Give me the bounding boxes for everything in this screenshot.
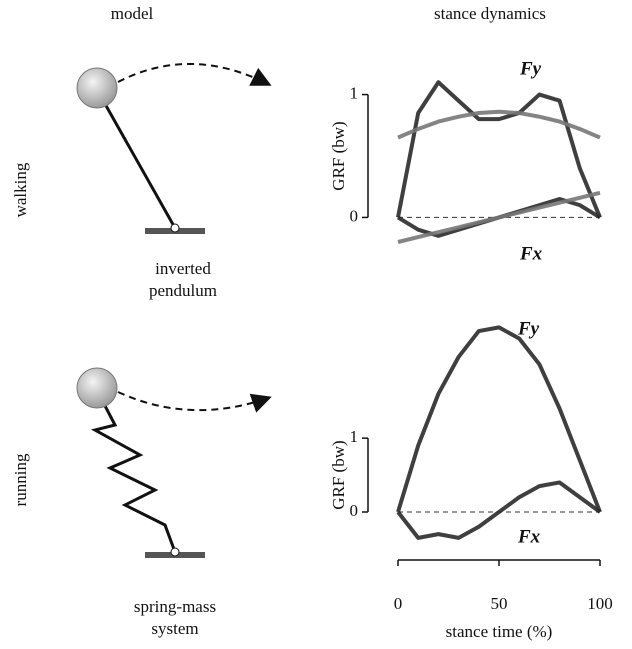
model-label: pendulum <box>149 281 217 300</box>
pendulum-diagram <box>76 63 272 234</box>
model-label: spring-mass <box>134 597 216 616</box>
model-label: system <box>151 619 198 638</box>
row-label: walking <box>11 162 30 217</box>
series-line <box>396 325 602 513</box>
y-tick-label: 0 <box>350 206 359 225</box>
x-tick-label: 0 <box>394 594 403 613</box>
x-tick-label: 100 <box>587 594 613 613</box>
y-tick-label: 1 <box>350 83 359 102</box>
y-tick-label: 1 <box>350 427 359 446</box>
y-axis-label: GRF (bw) <box>329 440 348 509</box>
x-tick-label: 50 <box>491 594 508 613</box>
series-line <box>396 480 602 540</box>
series-label: Fx <box>519 243 543 264</box>
series-line <box>396 80 602 219</box>
series-line <box>397 190 601 244</box>
y-tick-label: 0 <box>350 501 359 520</box>
series-label: Fy <box>519 58 542 79</box>
series-line <box>397 109 601 140</box>
column-title: model <box>111 4 154 23</box>
series-label: Fy <box>517 318 540 339</box>
y-axis-label: GRF (bw) <box>329 121 348 190</box>
model-label: inverted <box>155 259 211 278</box>
series-label: Fx <box>517 526 541 547</box>
column-title: stance dynamics <box>434 4 546 23</box>
spring-mass-diagram <box>76 367 272 558</box>
x-axis-label: stance time (%) <box>446 622 553 641</box>
row-label: running <box>11 453 30 506</box>
